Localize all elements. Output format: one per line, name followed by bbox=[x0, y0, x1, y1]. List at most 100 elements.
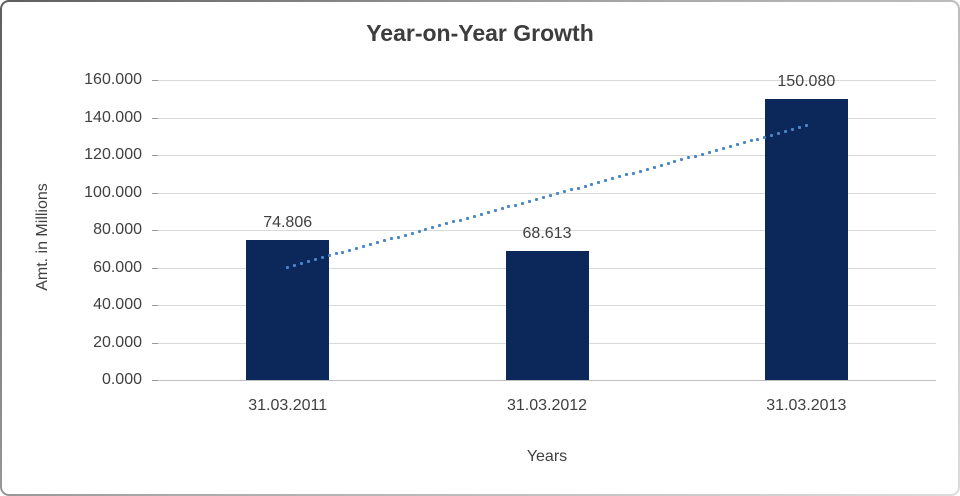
y-tick-label: 140.000 bbox=[84, 108, 142, 126]
bar-31.03.2011 bbox=[246, 239, 330, 380]
y-tick-label: 80.000 bbox=[93, 221, 142, 238]
y-axis-tick bbox=[152, 342, 158, 344]
y-axis-tick bbox=[152, 380, 158, 381]
trendline-dot bbox=[438, 224, 442, 228]
trendline-dot bbox=[645, 167, 649, 171]
trendline-dot bbox=[701, 152, 705, 156]
trendline-dot bbox=[376, 241, 380, 245]
trendline-dot bbox=[327, 254, 331, 258]
bar-31.03.2012 bbox=[505, 251, 589, 380]
trendline-dot bbox=[742, 141, 746, 145]
trendline-dot bbox=[631, 171, 635, 175]
trendline-dot bbox=[417, 229, 421, 233]
trendline-dot bbox=[334, 252, 338, 256]
trendline-dot bbox=[694, 154, 698, 158]
y-tick-label: 160.000 bbox=[84, 71, 142, 88]
trendline-dot bbox=[763, 135, 767, 139]
trendline-dot bbox=[555, 192, 559, 196]
x-axis-title: Years bbox=[526, 448, 568, 465]
y-axis-tick bbox=[152, 267, 158, 269]
trendline-dot bbox=[708, 150, 711, 154]
trendline-dot bbox=[784, 130, 788, 134]
trendline-dot bbox=[562, 190, 566, 194]
trendline-dot bbox=[521, 201, 525, 205]
trendline-dot bbox=[687, 156, 691, 160]
trendline-dot bbox=[791, 128, 794, 132]
y-tick-label: 0.000 bbox=[101, 371, 142, 388]
trendline-dot bbox=[299, 261, 303, 265]
trendline-dot bbox=[659, 163, 663, 167]
trendline-dot bbox=[777, 131, 781, 135]
trendline-dot bbox=[680, 158, 684, 162]
x-tick-label: 31.03.2012 bbox=[506, 397, 588, 414]
trendline-dot bbox=[507, 205, 511, 209]
trendline-dot bbox=[590, 182, 594, 186]
trendline-dot bbox=[472, 214, 476, 218]
trendline-dot bbox=[604, 179, 608, 183]
trendline-dot bbox=[666, 162, 670, 166]
trendline-dot bbox=[431, 226, 435, 230]
x-tick-label: 31.03.2011 bbox=[248, 397, 328, 414]
y-axis-tick bbox=[152, 80, 158, 81]
y-tick-label: 100.000 bbox=[84, 183, 142, 201]
trendline-dot bbox=[403, 233, 407, 237]
trendline-dot bbox=[486, 211, 490, 215]
trendline-dot bbox=[348, 248, 352, 252]
trendline-dot bbox=[721, 147, 725, 151]
bar-value-label: 68.613 bbox=[522, 225, 572, 243]
x-axis-line bbox=[158, 380, 936, 381]
trendline-dot bbox=[424, 227, 428, 231]
trendline-dot bbox=[341, 250, 345, 254]
trendline-dot bbox=[597, 180, 601, 184]
bar-value-label: 74.806 bbox=[263, 213, 313, 231]
trendline-dot bbox=[535, 197, 539, 201]
trendline-dot bbox=[569, 188, 573, 192]
trendline-dot bbox=[286, 265, 290, 269]
trendline-dot bbox=[293, 263, 297, 267]
trendline-dot bbox=[369, 243, 373, 247]
trendline-dot bbox=[618, 175, 622, 179]
trendline-dot bbox=[728, 145, 732, 149]
trendline-dot bbox=[410, 231, 414, 235]
y-tick-label: 120.000 bbox=[84, 146, 142, 163]
trendline-dot bbox=[500, 207, 504, 211]
trendline-dot bbox=[382, 239, 386, 243]
trendline-dot bbox=[735, 143, 739, 147]
trendline-dot bbox=[313, 258, 317, 262]
y-axis-tick bbox=[152, 155, 158, 156]
trendline-dot bbox=[528, 199, 532, 203]
gridline bbox=[158, 230, 936, 231]
trendline-dot bbox=[797, 126, 801, 130]
chart-title: Year-on-Year Growth bbox=[366, 20, 594, 46]
y-axis-tick bbox=[152, 117, 158, 119]
y-axis-tick bbox=[152, 305, 158, 306]
y-tick-label: 20.000 bbox=[93, 333, 142, 351]
trendline-dot bbox=[576, 186, 580, 190]
trendline-dot bbox=[493, 209, 497, 213]
trendline-dot bbox=[514, 203, 518, 207]
y-tick-label: 60.000 bbox=[93, 258, 142, 276]
trendline-dot bbox=[389, 237, 393, 241]
trendline-dot bbox=[479, 212, 483, 216]
trendline-dot bbox=[625, 173, 629, 177]
trendline-dot bbox=[320, 256, 324, 260]
bar-31.03.2013 bbox=[764, 98, 848, 380]
trendline-dot bbox=[583, 184, 587, 188]
gridline bbox=[158, 192, 936, 194]
gridline bbox=[158, 117, 936, 119]
trendline-dot bbox=[542, 195, 546, 199]
trendline-dot bbox=[548, 194, 552, 198]
y-axis-tick bbox=[152, 230, 158, 231]
trendline-dot bbox=[396, 235, 400, 239]
y-axis-tick bbox=[152, 192, 158, 194]
trendline-dot bbox=[445, 222, 449, 226]
trendline-dot bbox=[355, 246, 359, 250]
trendline-dot bbox=[362, 244, 366, 248]
trendline-dot bbox=[804, 124, 808, 128]
trendline-dot bbox=[452, 220, 456, 224]
gridline bbox=[158, 155, 936, 156]
trendline-dot bbox=[638, 169, 642, 173]
gridline bbox=[158, 80, 936, 81]
